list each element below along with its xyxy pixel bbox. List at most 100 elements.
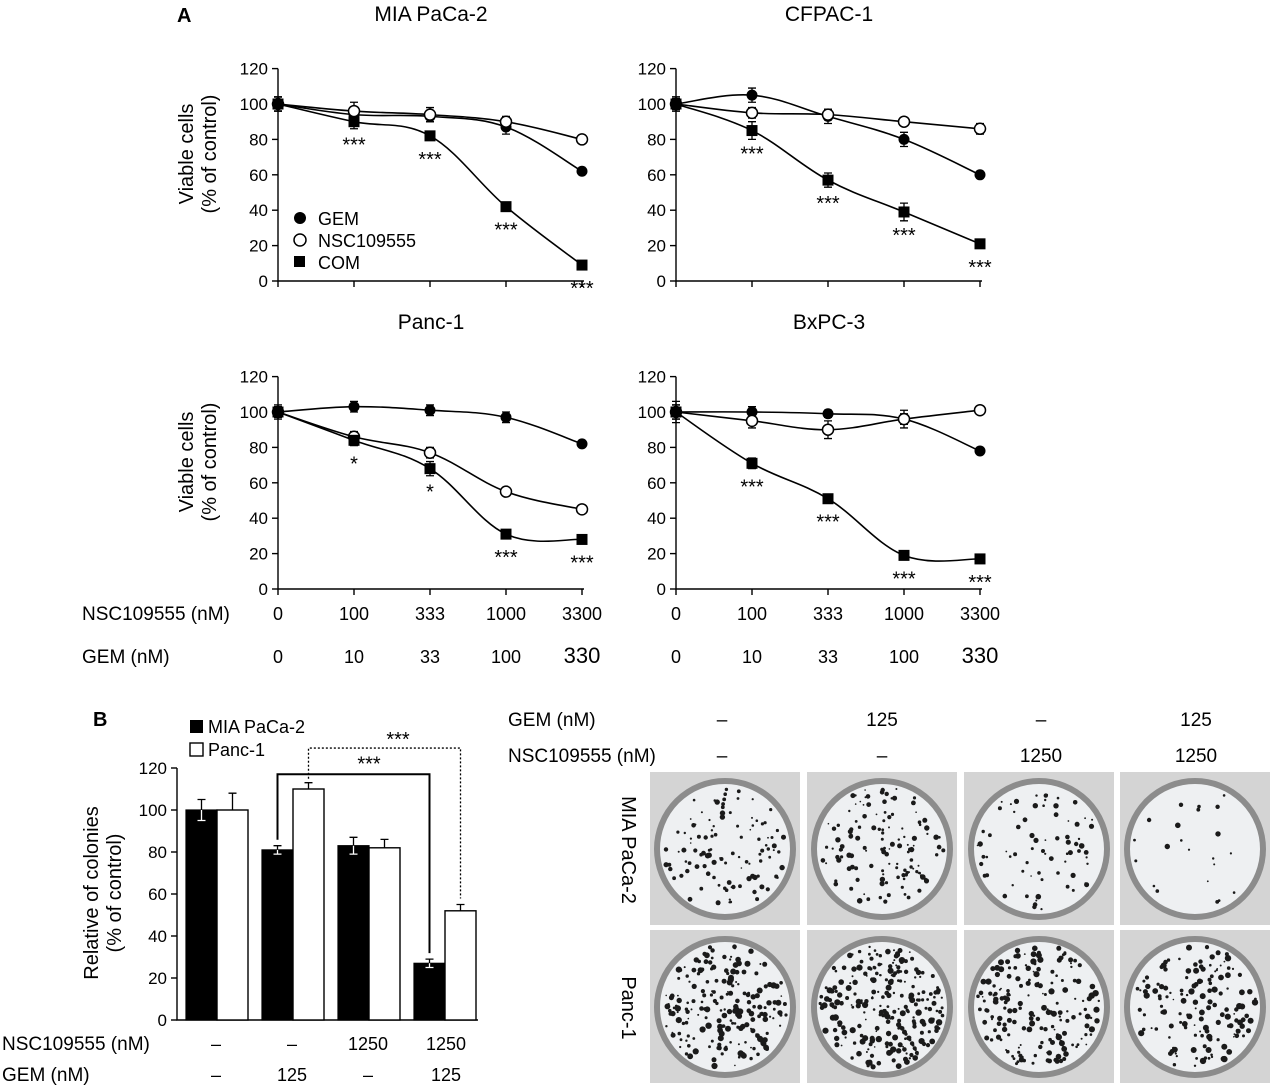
colony-dot [689, 818, 692, 820]
colony-dot [730, 851, 735, 856]
legend-com-marker [294, 256, 305, 267]
colony-dot [862, 804, 865, 806]
colony-dot [929, 1038, 936, 1045]
nsc-dose-value: 1000 [884, 604, 924, 624]
colony-dot [917, 888, 922, 893]
colony-dot [691, 999, 696, 1004]
colony-dot [1163, 985, 1169, 991]
colony-dot [710, 829, 714, 832]
colony-dot [719, 810, 726, 816]
colony-dot [702, 951, 707, 957]
colony-dot [1077, 963, 1082, 968]
colony-dot [751, 824, 755, 827]
colony-dot [1207, 977, 1212, 982]
colony-dot [671, 1031, 674, 1034]
colony-dot [1146, 817, 1152, 823]
chart-title: Panc-1 [398, 311, 465, 334]
colony-dot [1085, 856, 1088, 859]
colony-dot [677, 976, 681, 980]
colony-dot [990, 1015, 994, 1019]
colony-dot [878, 1013, 882, 1017]
colony-dot [726, 1008, 733, 1015]
colony-dot [1074, 997, 1077, 1000]
colony-dot [1070, 872, 1076, 879]
colony-dot [908, 951, 911, 953]
y-tick-label: 20 [647, 545, 666, 564]
colony-dot [1159, 1004, 1164, 1008]
colony-dot [899, 993, 904, 998]
colony-dot [1178, 802, 1184, 807]
colony-dot [988, 991, 993, 996]
colony-dot [1008, 855, 1012, 858]
colony-dot [1043, 993, 1047, 996]
plate-rim [654, 936, 796, 1078]
significance-marker: * [426, 482, 434, 504]
colony-dot [917, 820, 922, 824]
colony-dot [1066, 1010, 1069, 1013]
colony-dot [742, 991, 747, 996]
colony-dot [1036, 966, 1041, 972]
colony-dot [1006, 989, 1010, 993]
colony-dot [711, 859, 717, 865]
colony-dot [757, 1014, 761, 1019]
colony-dot [832, 1027, 838, 1033]
colony-dot [882, 799, 887, 804]
colony-dot [1097, 999, 1101, 1003]
colony-dot [676, 830, 680, 834]
colony-dot [1179, 1020, 1183, 1024]
colony-dot [1229, 852, 1232, 855]
colony-dot [714, 799, 720, 805]
colony-dot [859, 800, 862, 803]
significance-marker: *** [816, 512, 840, 534]
colony-dot [1003, 1006, 1007, 1010]
legend-b: MIA PaCa-2 Panc-1 [189, 717, 305, 760]
colony-dot [1175, 1055, 1178, 1058]
colony-dot [911, 1043, 915, 1047]
y-tick-label: 20 [249, 545, 268, 564]
colony-dot [886, 1049, 893, 1056]
colony-dot [891, 973, 896, 978]
colony-dot [745, 992, 751, 998]
colony-dot [749, 828, 752, 831]
colony-dot [694, 823, 697, 826]
colony-dot [677, 1031, 682, 1036]
bar-y-tick-label: 120 [139, 759, 167, 778]
nsc-dose-value: 3300 [562, 604, 602, 624]
colony-dot [1168, 1023, 1174, 1029]
colony-dot [850, 833, 853, 836]
bar-error [380, 838, 389, 848]
colony-dot [1013, 852, 1018, 857]
colony-dot [884, 1041, 890, 1046]
colony-dot [913, 1002, 918, 1007]
colony-dot [1040, 908, 1043, 911]
colony-dot [1216, 1038, 1220, 1042]
significance-marker: *** [570, 278, 594, 300]
colony-dot [921, 990, 926, 994]
colony-dot [936, 988, 941, 993]
colony-dot [703, 959, 709, 965]
colony-dot [1065, 852, 1069, 855]
significance-marker: *** [494, 220, 518, 242]
colony-dot [684, 860, 688, 863]
colony-dot [1050, 1010, 1057, 1017]
com-point [670, 406, 682, 418]
colony-dot [881, 831, 885, 835]
colony-dot [871, 989, 877, 995]
colony-dot [712, 825, 715, 828]
colony-dot [1204, 1027, 1207, 1029]
colony-dot [688, 980, 691, 983]
nsc-point [897, 412, 911, 426]
colony-dot [912, 867, 915, 870]
a-ylabel-top-1: Viable cells [176, 104, 198, 205]
colony-dot [1160, 962, 1167, 969]
colony-dot [1225, 972, 1231, 979]
colony-dot [846, 852, 852, 858]
colony-dot [859, 959, 864, 964]
colony-dot [710, 834, 714, 838]
colony-dot [914, 1048, 917, 1052]
plate-gem-value: – [717, 710, 728, 731]
colony-dot [692, 1048, 699, 1055]
colony-dot [885, 984, 892, 991]
colony-dot [1135, 986, 1140, 991]
colony-dot [839, 844, 845, 849]
